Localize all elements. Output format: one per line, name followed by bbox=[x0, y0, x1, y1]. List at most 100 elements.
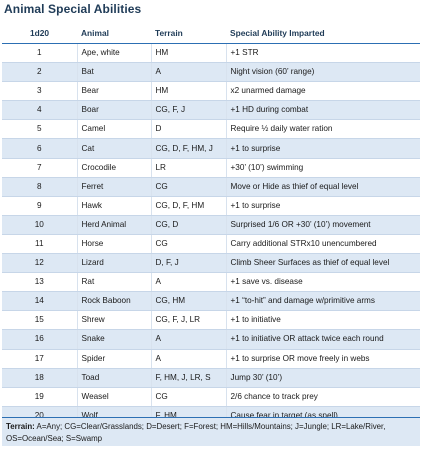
cell-terrain: CG bbox=[150, 177, 226, 197]
cell-ability: Carry additional STRx10 unencumbered bbox=[225, 234, 420, 255]
cell-ability: +1 HD during combat bbox=[225, 100, 420, 121]
table-row: 1 Ape, white HM +1 STR bbox=[2, 43, 420, 64]
cell-ability: x2 unarmed damage bbox=[225, 81, 420, 102]
cell-terrain: D, F, J bbox=[150, 253, 226, 274]
cell-roll: 7 bbox=[2, 158, 77, 178]
cell-roll: 13 bbox=[2, 272, 77, 293]
cell-roll: 15 bbox=[2, 310, 77, 331]
cell-ability: +1 to initiative bbox=[225, 310, 420, 331]
header-roll: 1d20 bbox=[2, 23, 77, 44]
cell-ability: +30’ (10’) swimming bbox=[225, 158, 420, 178]
table-row: 7 Crocodile LR +30’ (10’) swimming bbox=[2, 158, 420, 178]
cell-animal: Horse bbox=[76, 234, 151, 255]
table-row: 2 Bat A Night vision (60’ range) bbox=[2, 62, 420, 83]
header-animal: Animal bbox=[77, 23, 151, 44]
cell-animal: Crocodile bbox=[76, 158, 151, 178]
cell-terrain: A bbox=[150, 272, 226, 293]
cell-animal: Lizard bbox=[76, 253, 151, 274]
table-row: 18 Toad F, HM, J, LR, S Jump 30’ (10’) bbox=[2, 368, 420, 388]
cell-terrain: CG, F, J, LR bbox=[150, 310, 226, 331]
cell-animal: Ape, white bbox=[76, 43, 151, 64]
cell-terrain: LR bbox=[150, 158, 226, 178]
cell-terrain: CG, D bbox=[150, 215, 226, 235]
table-row: 5 Camel D Require ½ daily water ration bbox=[2, 119, 420, 140]
cell-roll: 14 bbox=[2, 291, 77, 312]
table-row: 11 Horse CG Carry additional STRx10 unencum… bbox=[2, 234, 420, 255]
table-row: 9 Hawk CG, D, F, HM +1 to surprise bbox=[2, 196, 420, 216]
cell-terrain: CG, D, F, HM, J bbox=[150, 138, 226, 159]
cell-terrain: D bbox=[150, 119, 226, 140]
legend-text: A=Any; CG=Clear/Grasslands; D=Desert; F=… bbox=[6, 422, 386, 443]
cell-terrain: A bbox=[150, 349, 226, 369]
cell-animal: Toad bbox=[76, 368, 151, 388]
cell-animal: Camel bbox=[76, 119, 151, 140]
cell-terrain: CG, D, F, HM bbox=[150, 196, 226, 216]
table-body: 1 Ape, white HM +1 STR 2 Bat A Night vision (60… bbox=[2, 43, 420, 426]
cell-roll: 1 bbox=[2, 43, 77, 64]
table-row: 12 Lizard D, F, J Climb Sheer Surfaces as t… bbox=[2, 253, 420, 274]
cell-animal: Herd Animal bbox=[76, 215, 151, 235]
cell-ability: 2/6 chance to track prey bbox=[225, 387, 420, 407]
cell-terrain: CG, HM bbox=[150, 291, 226, 312]
table-row: 16 Snake A +1 to initiative OR attack twice… bbox=[2, 329, 420, 350]
cell-roll: 2 bbox=[2, 62, 77, 83]
cell-roll: 12 bbox=[2, 253, 77, 274]
cell-ability: Jump 30’ (10’) bbox=[225, 368, 420, 388]
cell-ability: +1 to surprise bbox=[225, 138, 420, 159]
table-row: 10 Herd Animal CG, D Surprised 1/6 OR +30’ … bbox=[2, 215, 420, 235]
cell-roll: 17 bbox=[2, 349, 77, 369]
cell-animal: Rock Baboon bbox=[76, 291, 151, 312]
cell-roll: 3 bbox=[2, 81, 77, 102]
legend-label: Terrain: bbox=[6, 422, 35, 431]
page-title: Animal Special Abilities bbox=[4, 2, 142, 16]
table-row: 17 Spider A +1 to surprise OR move freely i… bbox=[2, 349, 420, 369]
cell-terrain: CG, F, J bbox=[150, 100, 226, 121]
cell-animal: Bear bbox=[76, 81, 151, 102]
cell-ability: Climb Sheer Surfaces as thief of equal l… bbox=[225, 253, 420, 274]
terrain-legend: Terrain: A=Any; CG=Clear/Grasslands; D=D… bbox=[2, 417, 420, 446]
cell-roll: 11 bbox=[2, 234, 77, 255]
table-row: 8 Ferret CG Move or Hide as thief of equal … bbox=[2, 177, 420, 197]
cell-ability: Move or Hide as thief of equal level bbox=[225, 177, 420, 197]
cell-ability: +1 “to-hit” and damage w/primitive arms bbox=[225, 291, 420, 312]
cell-animal: Boar bbox=[76, 100, 151, 121]
table-row: 3 Bear HM x2 unarmed damage bbox=[2, 81, 420, 102]
cell-animal: Weasel bbox=[76, 387, 151, 407]
cell-terrain: F, HM, J, LR, S bbox=[150, 368, 226, 388]
cell-animal: Hawk bbox=[76, 196, 151, 216]
cell-roll: 4 bbox=[2, 100, 77, 121]
cell-roll: 19 bbox=[2, 387, 77, 407]
cell-animal: Cat bbox=[76, 138, 151, 159]
table-row: 15 Shrew CG, F, J, LR +1 to initiative bbox=[2, 310, 420, 331]
cell-animal: Spider bbox=[76, 349, 151, 369]
table-header: 1d20 Animal Terrain Special Ability Impa… bbox=[2, 23, 420, 44]
abilities-table-container: 1d20 Animal Terrain Special Ability Impa… bbox=[2, 23, 420, 426]
header-ability: Special Ability Imparted bbox=[226, 23, 420, 44]
cell-roll: 9 bbox=[2, 196, 77, 216]
cell-ability: +1 to surprise bbox=[225, 196, 420, 216]
cell-terrain: CG bbox=[150, 387, 226, 407]
cell-animal: Shrew bbox=[76, 310, 151, 331]
table-row: 14 Rock Baboon CG, HM +1 “to-hit” and damag… bbox=[2, 291, 420, 312]
cell-terrain: HM bbox=[150, 43, 226, 64]
header-row: 1d20 Animal Terrain Special Ability Impa… bbox=[2, 23, 420, 44]
cell-animal: Ferret bbox=[76, 177, 151, 197]
cell-roll: 16 bbox=[2, 329, 77, 350]
cell-ability: Surprised 1/6 OR +30’ (10’) movement bbox=[225, 215, 420, 235]
cell-ability: +1 to surprise OR move freely in webs bbox=[225, 349, 420, 369]
table-row: 6 Cat CG, D, F, HM, J +1 to surprise bbox=[2, 138, 420, 159]
abilities-table: 1d20 Animal Terrain Special Ability Impa… bbox=[2, 23, 420, 426]
table-row: 4 Boar CG, F, J +1 HD during combat bbox=[2, 100, 420, 121]
cell-ability: Require ½ daily water ration bbox=[225, 119, 420, 140]
cell-ability: Night vision (60’ range) bbox=[225, 62, 420, 83]
cell-animal: Bat bbox=[76, 62, 151, 83]
cell-ability: +1 save vs. disease bbox=[225, 272, 420, 293]
cell-roll: 18 bbox=[2, 368, 77, 388]
cell-roll: 5 bbox=[2, 119, 77, 140]
cell-roll: 6 bbox=[2, 138, 77, 159]
cell-animal: Rat bbox=[76, 272, 151, 293]
cell-ability: +1 to initiative OR attack twice each ro… bbox=[225, 329, 420, 350]
table-row: 13 Rat A +1 save vs. disease bbox=[2, 272, 420, 293]
cell-animal: Snake bbox=[76, 329, 151, 350]
cell-ability: +1 STR bbox=[225, 43, 420, 64]
